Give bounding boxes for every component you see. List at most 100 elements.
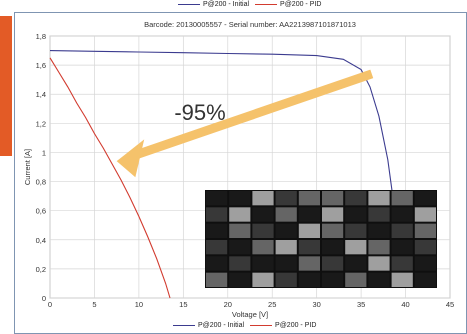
- inset-cell: [252, 240, 274, 255]
- decline-annotation: -95%: [174, 100, 225, 125]
- y-tick-label: 1,4: [36, 90, 46, 99]
- inset-cell: [298, 191, 320, 206]
- bottom-legend-swatch: [250, 325, 273, 326]
- x-tick-label: 45: [446, 300, 454, 309]
- y-axis-label: Current [A]: [23, 149, 32, 185]
- inset-cell: [345, 191, 367, 206]
- y-tick-label: 0: [42, 294, 46, 303]
- inset-cell: [298, 240, 320, 255]
- inset-cell: [206, 191, 228, 206]
- inset-cell: [322, 256, 344, 271]
- inset-cell: [414, 207, 436, 222]
- inset-cell: [275, 240, 297, 255]
- inset-cell: [298, 256, 320, 271]
- inset-cell: [275, 256, 297, 271]
- inset-cell: [206, 207, 228, 222]
- inset-cell: [229, 272, 251, 287]
- decline-arrow-shaft: [132, 69, 374, 160]
- inset-cell: [275, 272, 297, 287]
- series-line-pid: [49, 57, 171, 299]
- x-tick-label: 0: [48, 300, 52, 309]
- inset-cell: [252, 191, 274, 206]
- inset-cell: [298, 272, 320, 287]
- inset-cell: [298, 223, 320, 238]
- top-legend-label: P@200 - PID: [280, 1, 322, 8]
- inset-cell: [368, 207, 390, 222]
- inset-cell: [322, 240, 344, 255]
- x-tick-label: 35: [357, 300, 365, 309]
- inset-cell: [252, 272, 274, 287]
- inset-cell: [322, 207, 344, 222]
- inset-cell: [275, 191, 297, 206]
- inset-cell: [206, 240, 228, 255]
- inset-cell: [345, 256, 367, 271]
- inset-cell: [345, 223, 367, 238]
- y-tick-label: 1: [42, 148, 46, 157]
- y-tick-label: 1,8: [36, 32, 46, 41]
- inset-cell: [322, 191, 344, 206]
- top-legend-swatch: [178, 4, 200, 5]
- inset-cell: [322, 272, 344, 287]
- top-legend-item: P@200 - Initial: [178, 1, 249, 8]
- inset-cell: [206, 223, 228, 238]
- inset-cell: [345, 272, 367, 287]
- inset-cell: [414, 272, 436, 287]
- inset-cell: [252, 207, 274, 222]
- y-tick-label: 0,4: [36, 236, 46, 245]
- y-tick-label: 1,2: [36, 119, 46, 128]
- inset-cell: [229, 207, 251, 222]
- inset-cell: [391, 240, 413, 255]
- inset-cell: [206, 256, 228, 271]
- inset-cell: [368, 223, 390, 238]
- x-tick-label: 5: [92, 300, 96, 309]
- bottom-legend-item: P@200 - PID: [250, 322, 316, 329]
- top-legend-swatch: [255, 4, 278, 5]
- x-tick-label: 25: [268, 300, 276, 309]
- x-tick-label: 15: [179, 300, 187, 309]
- x-axis-label: Voltage [V]: [232, 310, 268, 319]
- inset-cell: [414, 223, 436, 238]
- bottom-legend-label: P@200 - Initial: [198, 322, 245, 329]
- x-tick-label: 40: [401, 300, 409, 309]
- chart-title: Barcode: 20130005557 - Serial number: AA…: [144, 20, 356, 29]
- decline-arrow-head: [116, 139, 145, 178]
- y-tick-label: 0,6: [36, 207, 46, 216]
- inset-cell: [414, 240, 436, 255]
- inset-cell: [368, 240, 390, 255]
- inset-cell: [391, 223, 413, 238]
- series-line-initial: [49, 50, 402, 262]
- inset-cell: [368, 272, 390, 287]
- y-tick-label: 1,6: [36, 61, 46, 70]
- inset-cell: [345, 240, 367, 255]
- bottom-legend-item: P@200 - Initial: [173, 322, 244, 329]
- y-tick-label: 0,2: [36, 265, 46, 274]
- inset-cell: [229, 256, 251, 271]
- top-legend-bar: P@200 - Initial P@200 - PID: [0, 0, 467, 12]
- inset-cell: [391, 272, 413, 287]
- bottom-legend-swatch: [173, 325, 195, 326]
- inset-cell: [252, 256, 274, 271]
- inset-cell: [229, 240, 251, 255]
- inset-cell: [298, 207, 320, 222]
- x-tick-label: 30: [312, 300, 320, 309]
- inset-cell: [345, 207, 367, 222]
- x-tick-label: 10: [135, 300, 143, 309]
- inset-cell: [229, 223, 251, 238]
- top-legend-label: P@200 - Initial: [203, 1, 250, 8]
- inset-cell: [275, 223, 297, 238]
- x-tick-label: 20: [224, 300, 232, 309]
- inset-cell: [252, 223, 274, 238]
- inset-cell: [322, 223, 344, 238]
- inset-cell: [206, 272, 228, 287]
- top-legend: P@200 - Initial P@200 - PID: [178, 1, 321, 8]
- bottom-legend-label: P@200 - PID: [275, 322, 317, 329]
- y-tick-label: 0,8: [36, 178, 46, 187]
- inset-cell: [368, 191, 390, 206]
- top-legend-item: P@200 - PID: [255, 1, 321, 8]
- inset-cell: [414, 256, 436, 271]
- inset-cell: [414, 191, 436, 206]
- inset-cell: [275, 207, 297, 222]
- slide-accent-bar: [0, 16, 12, 156]
- inset-cell: [391, 191, 413, 206]
